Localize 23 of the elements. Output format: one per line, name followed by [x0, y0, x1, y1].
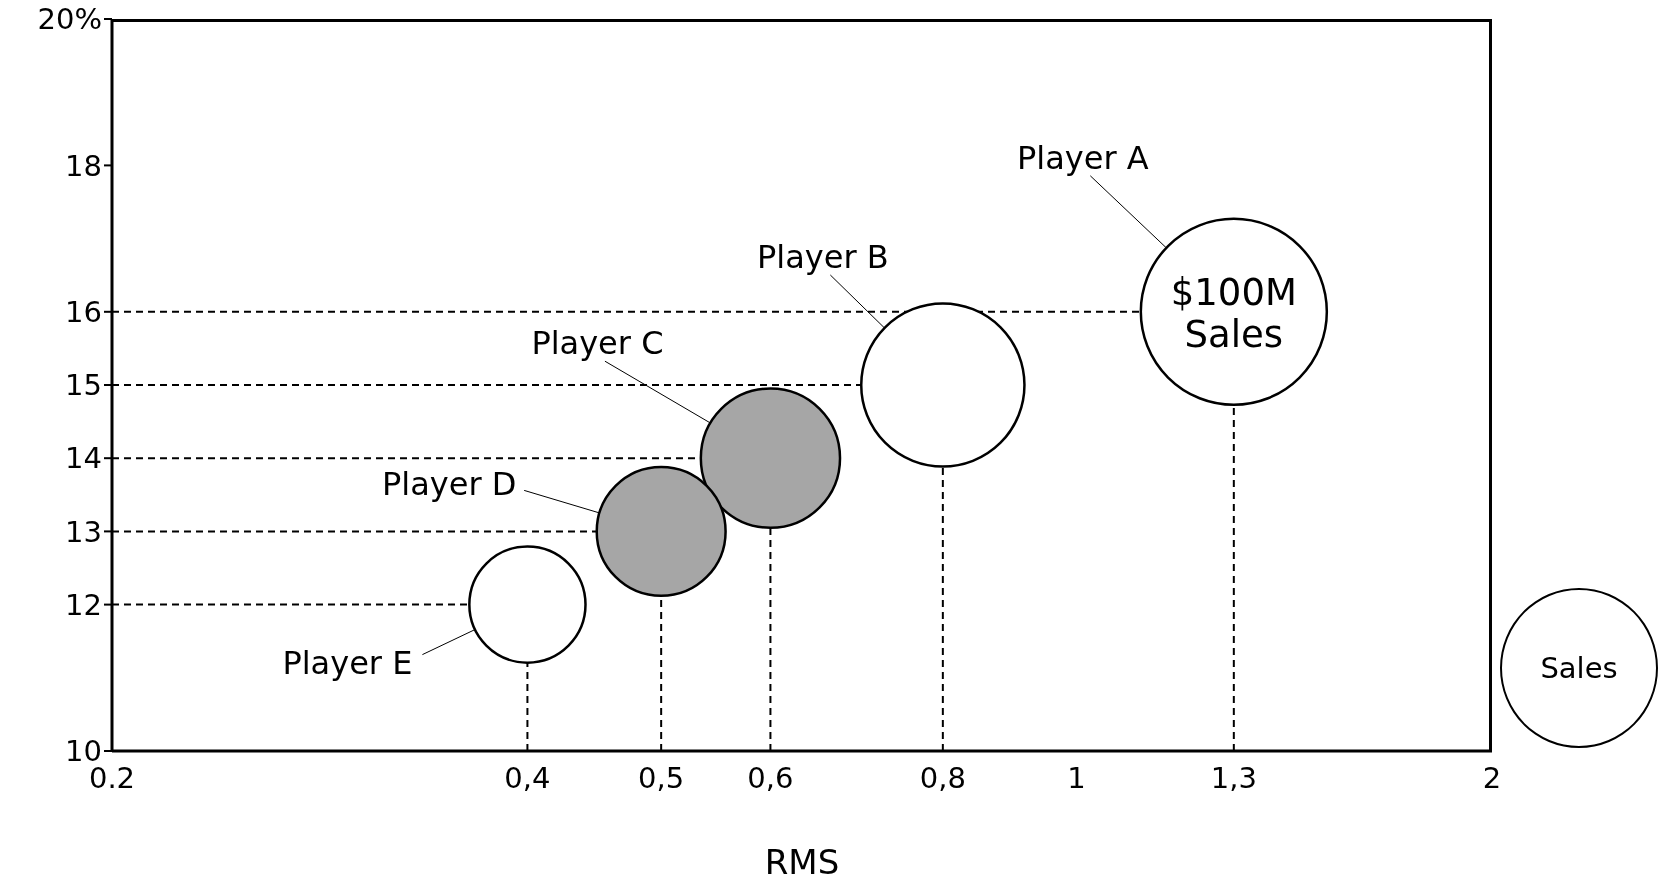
y-tick-label: 16 — [65, 295, 102, 330]
x-tick-label: 1 — [1067, 760, 1086, 795]
x-tick-label: 0,4 — [504, 760, 551, 795]
y-tick-label: 15 — [65, 368, 102, 403]
annotation: Player E — [282, 643, 413, 682]
annotation: Player A — [1017, 138, 1149, 177]
y-tick-label: 20% — [37, 2, 102, 37]
annotation: Player D — [381, 465, 517, 504]
x-axis-title: RMS — [764, 842, 840, 882]
x-tick-label: 0,8 — [919, 760, 966, 795]
annotation: Player B — [756, 238, 889, 276]
x-tick-label: 1,3 — [1210, 760, 1257, 795]
x-tick-label: 2 — [1482, 760, 1502, 795]
annotation: $100M Sales — [1170, 270, 1297, 356]
y-tick-label: 12 — [65, 587, 102, 622]
x-tick-label: 0,6 — [747, 760, 794, 795]
annotation: Player C — [531, 324, 664, 363]
text: Sales — [1540, 651, 1618, 685]
y-tick-label: 13 — [65, 514, 102, 549]
x-tick-label: 0,5 — [638, 760, 685, 795]
y-tick-label: 14 — [65, 441, 102, 476]
x-tick-label: 0.2 — [88, 760, 136, 795]
y-tick-label: 18 — [65, 148, 102, 183]
